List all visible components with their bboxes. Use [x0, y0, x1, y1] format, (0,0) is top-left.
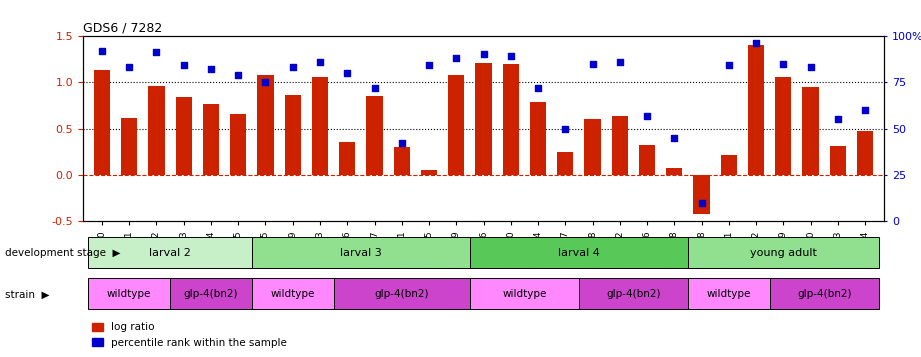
Text: young adult: young adult: [750, 247, 817, 258]
Point: [831, 116, 845, 122]
Text: development stage  ▶: development stage ▶: [5, 248, 120, 258]
Point: [694, 200, 709, 206]
Bar: [830, 146, 846, 175]
Point: [667, 135, 682, 141]
Point: [530, 85, 545, 91]
Point: [585, 61, 600, 66]
Point: [367, 85, 382, 91]
FancyBboxPatch shape: [88, 237, 251, 268]
Bar: [557, 152, 574, 175]
Bar: [748, 45, 764, 175]
Bar: [257, 75, 274, 175]
Bar: [802, 87, 819, 175]
Bar: [530, 102, 546, 175]
Text: strain  ▶: strain ▶: [5, 290, 49, 300]
Text: glp-4(bn2): glp-4(bn2): [375, 288, 429, 299]
Text: wildtype: wildtype: [271, 288, 315, 299]
Point: [176, 62, 191, 68]
Bar: [503, 65, 519, 175]
Point: [857, 107, 872, 113]
Text: larval 2: larval 2: [149, 247, 191, 258]
FancyBboxPatch shape: [88, 278, 170, 309]
FancyBboxPatch shape: [470, 237, 688, 268]
Bar: [694, 175, 710, 214]
Bar: [367, 96, 383, 175]
Bar: [857, 131, 873, 175]
Bar: [449, 75, 464, 175]
FancyBboxPatch shape: [251, 278, 333, 309]
Point: [476, 51, 491, 57]
Text: glp-4(bn2): glp-4(bn2): [606, 288, 660, 299]
Point: [286, 64, 300, 70]
Point: [749, 40, 764, 46]
Bar: [148, 86, 165, 175]
Bar: [339, 142, 356, 175]
Point: [504, 53, 519, 59]
Bar: [666, 169, 682, 175]
Bar: [230, 114, 247, 175]
Point: [394, 141, 409, 146]
Point: [149, 50, 164, 55]
FancyBboxPatch shape: [470, 278, 579, 309]
Text: glp-4(bn2): glp-4(bn2): [183, 288, 239, 299]
Point: [422, 62, 437, 68]
FancyBboxPatch shape: [770, 278, 879, 309]
Bar: [584, 119, 600, 175]
Text: wildtype: wildtype: [502, 288, 546, 299]
FancyBboxPatch shape: [333, 278, 470, 309]
Point: [122, 64, 136, 70]
Point: [803, 64, 818, 70]
Bar: [639, 145, 655, 175]
Bar: [421, 170, 437, 175]
FancyBboxPatch shape: [251, 237, 470, 268]
Point: [640, 113, 655, 119]
Text: larval 3: larval 3: [340, 247, 382, 258]
Bar: [176, 97, 192, 175]
Point: [231, 72, 246, 77]
Point: [95, 48, 110, 54]
Text: wildtype: wildtype: [706, 288, 751, 299]
Point: [776, 61, 791, 66]
Point: [612, 59, 627, 65]
Bar: [312, 76, 328, 175]
Point: [558, 126, 573, 131]
Point: [312, 59, 327, 65]
Bar: [720, 155, 737, 175]
Text: wildtype: wildtype: [107, 288, 151, 299]
Bar: [94, 70, 111, 175]
Bar: [475, 62, 492, 175]
Text: larval 4: larval 4: [558, 247, 600, 258]
Bar: [203, 104, 219, 175]
Point: [204, 66, 218, 72]
Point: [721, 62, 736, 68]
FancyBboxPatch shape: [170, 278, 251, 309]
Bar: [121, 118, 137, 175]
Bar: [285, 95, 301, 175]
Point: [340, 70, 355, 76]
Text: glp-4(bn2): glp-4(bn2): [797, 288, 851, 299]
Legend: log ratio, percentile rank within the sample: log ratio, percentile rank within the sa…: [88, 318, 291, 352]
Point: [258, 79, 273, 85]
Bar: [612, 116, 628, 175]
Point: [449, 55, 463, 61]
FancyBboxPatch shape: [688, 237, 879, 268]
FancyBboxPatch shape: [579, 278, 688, 309]
Bar: [775, 76, 791, 175]
Text: GDS6 / 7282: GDS6 / 7282: [83, 21, 162, 35]
FancyBboxPatch shape: [688, 278, 770, 309]
Bar: [393, 147, 410, 175]
